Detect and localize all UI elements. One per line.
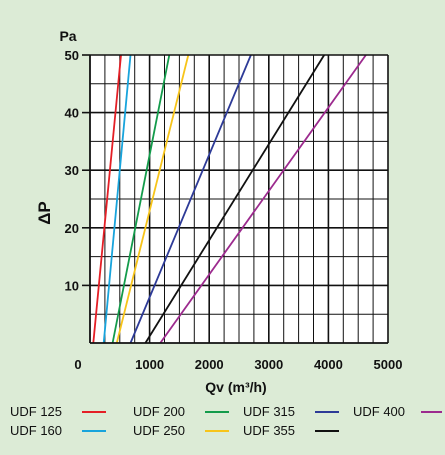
legend-item-udf-400: UDF 400 — [353, 404, 442, 419]
x-axis-label: Qv (m³/h) — [205, 379, 266, 395]
y-tick-label: 10 — [65, 278, 79, 293]
x-tick-label: 1000 — [135, 357, 164, 372]
y-tick-label: 20 — [65, 221, 79, 236]
series-line-udf-315 — [129, 54, 252, 344]
legend-label: UDF 160 — [10, 423, 62, 438]
series-line-udf-200 — [111, 54, 171, 344]
legend: UDF 125 UDF 160 UDF 200 UDF 250 UDF 315 UDF 3… — [10, 404, 442, 438]
legend-item-udf-355: UDF 355 — [243, 423, 339, 438]
series-line-udf-355 — [144, 54, 325, 344]
tick-labels: 0 1000 2000 3000 4000 5000 10 20 30 40 50 — [65, 48, 403, 372]
legend-label: UDF 315 — [243, 404, 295, 419]
y-tick-label: 40 — [65, 106, 79, 121]
legend-label: UDF 355 — [243, 423, 295, 438]
x-tick-label: 5000 — [374, 357, 403, 372]
x-tick-label: 0 — [74, 357, 81, 372]
legend-label: UDF 200 — [133, 404, 185, 419]
legend-label: UDF 400 — [353, 404, 405, 419]
legend-item-udf-160: UDF 160 — [10, 423, 106, 438]
y-axis-unit: Pa — [59, 28, 76, 44]
legend-item-udf-250: UDF 250 — [133, 423, 229, 438]
legend-label: UDF 125 — [10, 404, 62, 419]
y-axis-label: ΔP — [35, 201, 54, 225]
series-line-udf-250 — [115, 54, 190, 344]
x-tick-label: 4000 — [314, 357, 343, 372]
grid — [90, 55, 388, 343]
legend-item-udf-315: UDF 315 — [243, 404, 339, 419]
y-tick-label: 50 — [65, 48, 79, 63]
series-lines — [92, 54, 367, 344]
legend-item-udf-200: UDF 200 — [133, 404, 229, 419]
legend-label: UDF 250 — [133, 423, 185, 438]
y-tick-label: 30 — [65, 163, 79, 178]
x-tick-label: 2000 — [195, 357, 224, 372]
legend-item-udf-125: UDF 125 — [10, 404, 106, 419]
series-line-udf-160 — [102, 54, 132, 344]
axes — [82, 54, 389, 344]
series-line-udf-125 — [92, 54, 122, 344]
x-tick-label: 3000 — [254, 357, 283, 372]
series-line-udf-400 — [159, 54, 367, 344]
